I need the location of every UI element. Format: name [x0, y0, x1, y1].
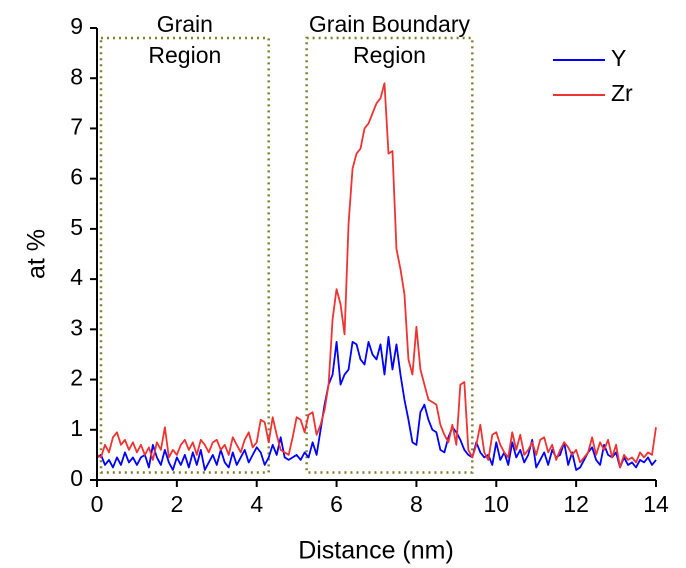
y-tick-label: 6 [70, 164, 83, 190]
y-tick-label: 8 [70, 63, 83, 89]
x-tick-label: 14 [643, 491, 669, 517]
region-box [99, 36, 270, 474]
y-tick-label: 0 [70, 465, 83, 491]
y-tick-label: 4 [70, 264, 83, 290]
region-label: Grain Boundary [309, 11, 471, 37]
legend-label: Y [611, 45, 626, 71]
x-axis-label: Distance (nm) [298, 537, 454, 565]
x-tick-label: 10 [483, 491, 509, 517]
data-line [96, 82, 657, 469]
x-tick-label: 8 [410, 491, 423, 517]
legend-label: Zr [611, 80, 633, 106]
region-label: Region [353, 42, 426, 68]
x-tick-label: 4 [250, 491, 263, 517]
y-axis-label: at % [23, 229, 51, 279]
region-label: Region [148, 42, 221, 68]
x-tick-label: 6 [330, 491, 343, 517]
x-tick-label: 12 [563, 491, 589, 517]
region-label: Grain [157, 11, 213, 37]
data-line [96, 335, 657, 471]
y-tick-label: 5 [70, 214, 83, 240]
x-tick-label: 0 [91, 491, 104, 517]
x-tick-label: 2 [170, 491, 183, 517]
y-tick-label: 3 [70, 314, 83, 340]
y-tick-label: 7 [70, 114, 83, 140]
y-tick-label: 9 [70, 13, 83, 39]
region-box [305, 36, 474, 474]
y-tick-label: 1 [70, 415, 83, 441]
y-tick-label: 2 [70, 365, 83, 391]
